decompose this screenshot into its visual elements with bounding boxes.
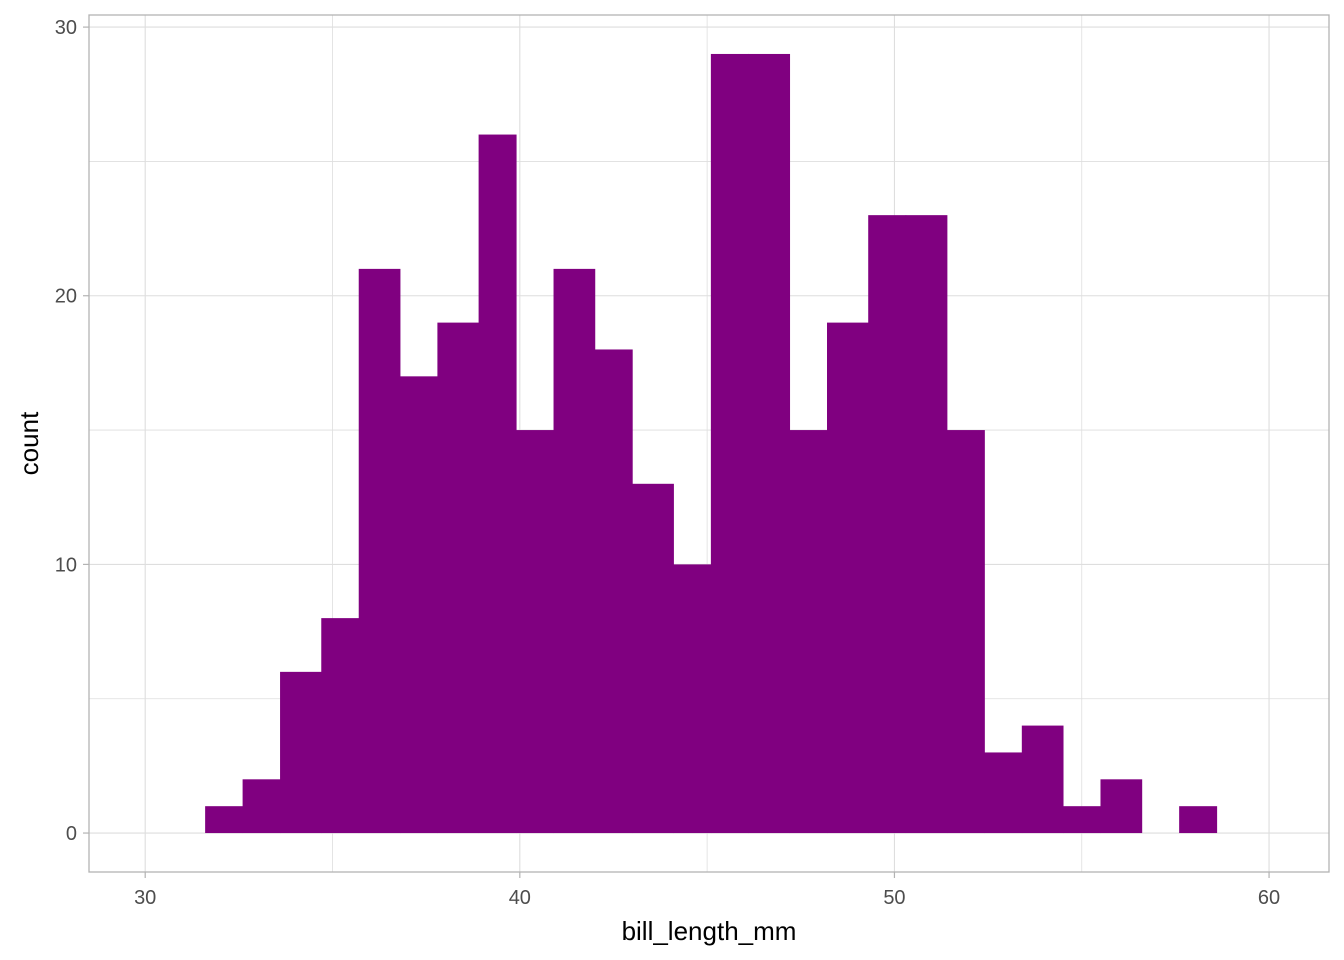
histogram-bar bbox=[905, 215, 948, 834]
histogram-bar bbox=[242, 779, 281, 834]
histogram-bar bbox=[399, 376, 438, 834]
histogram-bar bbox=[984, 752, 1023, 834]
y-axis-ticks: 0 10 20 30 bbox=[55, 17, 89, 845]
histogram-bar bbox=[710, 53, 749, 834]
histogram-bar bbox=[1021, 725, 1064, 834]
histogram-bar bbox=[827, 322, 869, 834]
histogram-bars bbox=[205, 53, 1218, 834]
histogram-bar bbox=[437, 322, 480, 834]
histogram-bar bbox=[946, 430, 985, 834]
histogram-bar bbox=[358, 268, 401, 834]
histogram-bar bbox=[205, 806, 244, 834]
histogram-bar bbox=[868, 215, 907, 834]
histogram-bar bbox=[280, 671, 322, 834]
histogram-bar bbox=[478, 134, 517, 834]
histogram-bar bbox=[673, 564, 712, 834]
histogram-bar bbox=[321, 618, 360, 834]
x-tick-label: 60 bbox=[1258, 887, 1280, 909]
histogram-bar bbox=[553, 268, 596, 834]
histogram-bar bbox=[516, 430, 555, 834]
y-tick-label: 30 bbox=[55, 17, 77, 39]
y-tick-label: 20 bbox=[55, 286, 77, 308]
x-tick-label: 40 bbox=[509, 887, 531, 909]
histogram-bar bbox=[1100, 779, 1143, 834]
histogram-bar bbox=[632, 483, 674, 834]
x-axis-ticks: 30 40 50 60 bbox=[134, 872, 1280, 909]
y-tick-label: 0 bbox=[66, 823, 77, 845]
y-axis-title: count bbox=[14, 411, 44, 475]
panel-border bbox=[88, 14, 1330, 873]
y-tick-label: 10 bbox=[55, 554, 77, 576]
x-tick-label: 50 bbox=[883, 887, 905, 909]
histogram-bar bbox=[1179, 806, 1218, 834]
histogram-bar bbox=[789, 430, 828, 834]
histogram-bar bbox=[594, 349, 633, 834]
x-axis-title: bill_length_mm bbox=[622, 916, 797, 946]
histogram-bar bbox=[1063, 806, 1101, 834]
x-tick-label: 30 bbox=[134, 887, 156, 909]
histogram-bar bbox=[748, 53, 791, 834]
